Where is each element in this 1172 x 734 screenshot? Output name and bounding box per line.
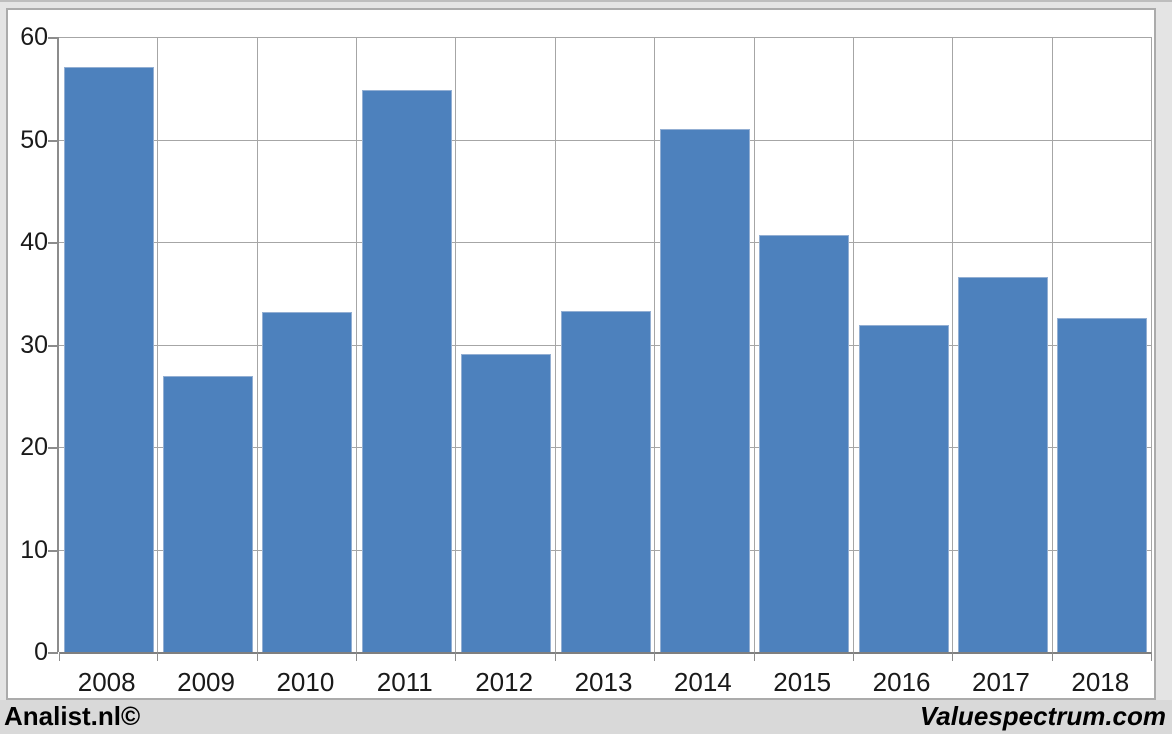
x-tick-mark-3 — [356, 652, 358, 661]
y-tick-label-20: 20 — [20, 433, 48, 461]
y-tick-label-10: 10 — [20, 535, 48, 564]
bar-2009 — [163, 376, 254, 652]
chart-panel: 0 10 20 30 40 50 60 2008 2009 2010 2011 2012 2013 20… — [6, 8, 1156, 700]
x-tick-mark-10 — [1051, 652, 1053, 661]
gridline-x-boundary-9 — [952, 37, 954, 652]
gridline-x-boundary-3 — [356, 37, 358, 652]
gridline-x-boundary-2 — [256, 37, 258, 652]
footer-bar: Analist.nl© Valuespectrum.com — [0, 700, 1172, 734]
x-tick-mark-11 — [1151, 652, 1152, 661]
x-tick-mark-9 — [952, 652, 954, 661]
x-tick-label-2009: 2009 — [177, 667, 235, 697]
bar-2013 — [560, 310, 651, 652]
x-tick-label-2018: 2018 — [1071, 667, 1130, 697]
gridline-x-boundary-10 — [1051, 37, 1053, 652]
x-tick-mark-4 — [455, 652, 457, 661]
x-tick-mark-5 — [554, 652, 556, 661]
x-tick-label-2016: 2016 — [872, 667, 931, 697]
plot-area — [48, 37, 1152, 661]
y-tick-mark-50 — [48, 139, 58, 142]
y-tick-mark-20 — [48, 447, 58, 449]
brand-valuespectrum: Valuespectrum.com — [919, 700, 1166, 731]
gridline-x-boundary-7 — [753, 37, 755, 652]
gridline-x-boundary-1 — [157, 37, 159, 652]
gridline-y-40 — [59, 242, 1152, 243]
x-tick-mark-0 — [59, 652, 60, 661]
y-tick-label-0: 0 — [34, 638, 48, 666]
x-tick-mark-8 — [852, 652, 854, 661]
y-tick-label-50: 50 — [20, 125, 48, 154]
y-tick-label-40: 40 — [20, 228, 48, 256]
bar-2017 — [957, 276, 1048, 652]
gridline-x-boundary-6 — [654, 37, 656, 652]
gridline-y-60 — [59, 37, 1152, 38]
y-tick-mark-10 — [48, 549, 58, 552]
x-tick-label-2017: 2017 — [972, 667, 1030, 697]
x-tick-label-2014: 2014 — [673, 667, 732, 697]
x-tick-label-2008: 2008 — [77, 667, 136, 697]
x-tick-mark-7 — [753, 652, 755, 661]
bar-2010 — [262, 311, 353, 652]
x-tick-label-2011: 2011 — [376, 667, 433, 697]
x-tick-label-2010: 2010 — [276, 667, 335, 697]
bar-2008 — [63, 66, 154, 652]
x-tick-mark-1 — [157, 652, 159, 661]
brand-analist: Analist.nl© — [4, 700, 141, 731]
bar-2015 — [759, 234, 850, 652]
gridline-y-0 — [59, 652, 1152, 654]
y-tick-mark-60 — [48, 37, 58, 39]
y-tick-mark-0 — [48, 652, 58, 654]
y-tick-label-30: 30 — [20, 330, 48, 359]
gridline-x-boundary-8 — [852, 37, 854, 652]
x-tick-label-2015: 2015 — [773, 667, 832, 697]
bar-2018 — [1057, 317, 1148, 652]
bar-2016 — [858, 325, 949, 652]
x-tick-mark-6 — [654, 652, 656, 661]
y-tick-label-60: 60 — [20, 23, 48, 51]
x-tick-label-2012: 2012 — [475, 667, 534, 697]
y-tick-mark-30 — [48, 344, 58, 347]
bar-2014 — [659, 129, 750, 652]
bar-2011 — [361, 90, 452, 652]
gridline-x-boundary-5 — [554, 37, 556, 652]
gridline-x-boundary-4 — [455, 37, 457, 652]
y-tick-mark-40 — [48, 242, 58, 244]
x-tick-mark-2 — [256, 652, 258, 661]
gridline-x-boundary-11 — [1151, 37, 1152, 652]
x-tick-label-2013: 2013 — [574, 667, 633, 697]
bar-2012 — [461, 353, 552, 652]
gridline-y-50 — [59, 139, 1152, 141]
